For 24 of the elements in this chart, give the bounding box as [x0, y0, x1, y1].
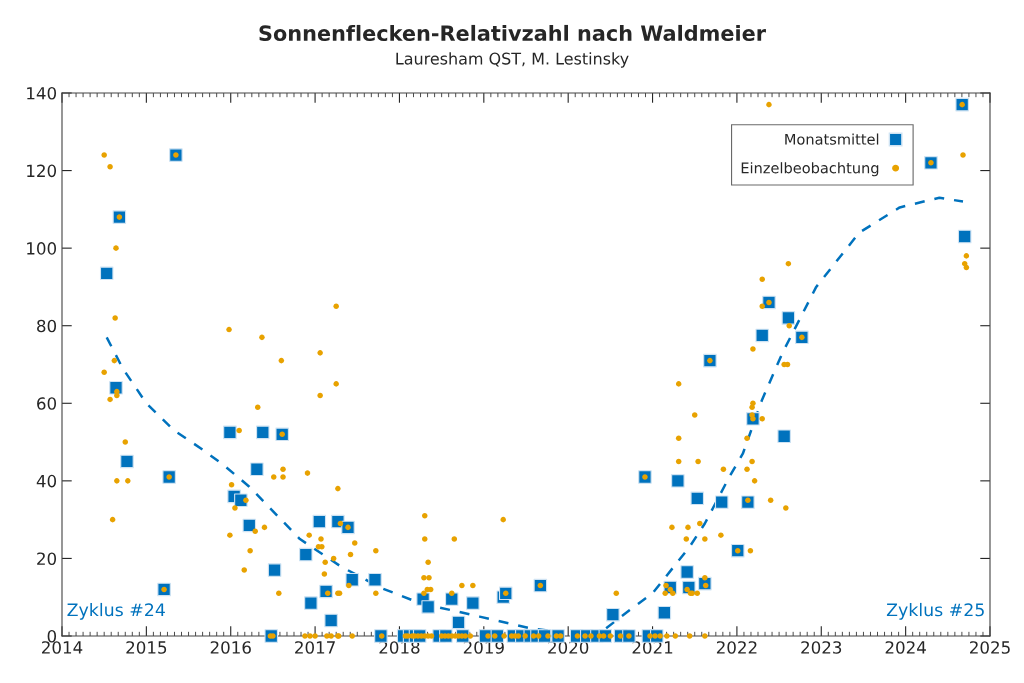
y-tick-label: 60 [37, 397, 57, 410]
annotation: Zyklus #25 [886, 602, 984, 620]
x-tick-label: 2025 [970, 641, 1010, 654]
x-tick-label: 2021 [632, 641, 673, 654]
y-tick-label: 20 [37, 552, 57, 565]
x-tick-label: 2017 [295, 641, 335, 654]
x-tick-label: 2022 [716, 641, 757, 654]
x-tick-label: 2023 [801, 641, 842, 654]
legend-label: Monatsmittel [785, 133, 879, 145]
annotation: Zyklus #24 [67, 602, 165, 620]
chart-title: Sonnenflecken-Relativzahl nach Waldmeier [259, 24, 766, 42]
x-tick-label: 2015 [126, 641, 167, 654]
x-tick-label: 2016 [210, 641, 251, 654]
y-tick-label: 100 [27, 242, 57, 255]
y-tick-label: 140 [27, 86, 57, 100]
y-tick-label: 80 [37, 319, 57, 333]
x-tick-label: 2024 [885, 641, 926, 654]
x-tick-label: 2014 [42, 641, 83, 654]
x-tick-label: 2019 [463, 641, 504, 654]
legend-label: Einzelbeobachtung [741, 162, 879, 177]
y-tick-label: 120 [27, 164, 57, 178]
y-tick-label: 0 [47, 629, 57, 643]
chart-subtitle: Lauresham QST, M. Lestinsky [396, 52, 629, 68]
y-tick-label: 40 [36, 474, 57, 488]
